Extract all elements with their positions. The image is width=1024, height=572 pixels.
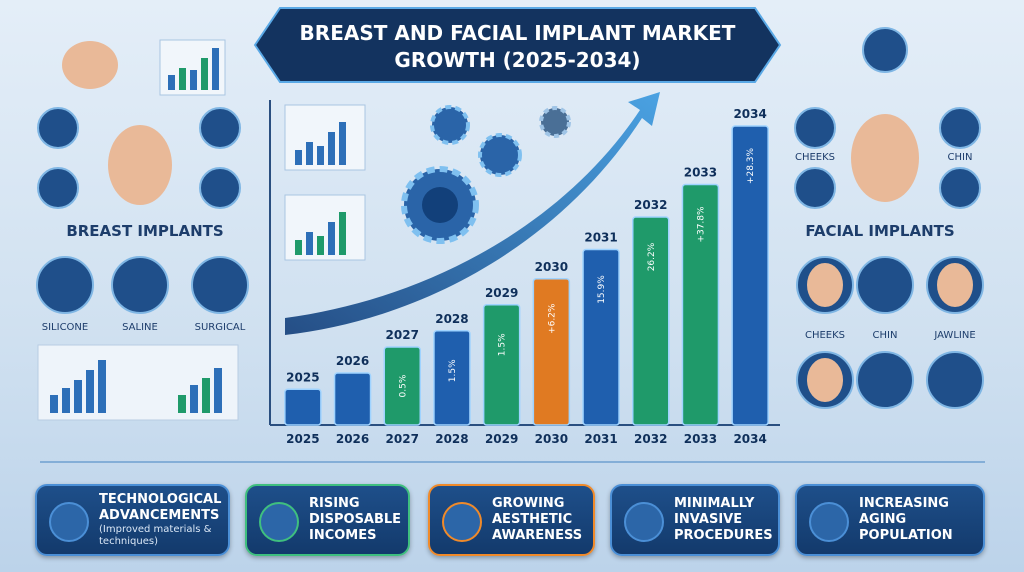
bar-year-label: 2032 [634,198,667,212]
icons [36,27,984,409]
bar [333,372,372,426]
driver-text: MINIMALLY INVASIVE PROCEDURES [674,496,773,544]
faces [62,41,973,402]
bar [632,216,670,426]
bar [731,125,769,426]
bar-note: +28.3% [746,147,756,184]
bar-year-label: 2029 [485,286,518,300]
driver-card: RISING DISPOSABLE INCOMES [245,484,410,556]
driver-title: GROWING AESTHETIC AWARENESS [492,496,583,543]
x-tick-label: 2033 [684,432,717,446]
driver-card: GROWING AESTHETIC AWARENESS [428,484,595,556]
bar [433,330,471,426]
bar-year-label: 2028 [435,312,468,326]
facial-heading: FACIAL IMPLANTS [805,222,955,240]
breast-type: SALINE [122,322,158,333]
bar-year-label: 2034 [733,107,766,121]
breast-type: SURGICAL [194,322,246,333]
driver-title: TECHNOLOGICAL ADVANCEMENTS [99,492,222,523]
x-tick-label: 2027 [386,432,419,446]
bar-note: 1.5% [448,359,458,382]
driver-note: (Improved materials & techniques) [99,524,212,547]
breast-heading: BREAST IMPLANTS [66,222,224,240]
bar-note: 0.5% [398,374,408,397]
bar-note: +6.2% [547,303,557,334]
x-tick-label: 2025 [286,432,319,446]
driver-title: INCREASING AGING POPULATION [859,496,953,543]
driver-title: RISING DISPOSABLE INCOMES [309,496,402,543]
gears [401,105,571,244]
driver-card: TECHNOLOGICAL ADVANCEMENTS (Improved mate… [35,484,230,556]
x-tick-label: 2028 [435,432,468,446]
bar-note: 1.5% [498,333,508,356]
driver-text: TECHNOLOGICAL ADVANCEMENTS (Improved mate… [99,492,221,548]
driver-text: INCREASING AGING POPULATION [859,496,975,544]
facial-type: CHEEKS [794,152,836,163]
bar-note: +37.8% [696,206,706,243]
bar-year-label: 2027 [386,328,419,342]
x-tick-label: 2034 [733,432,766,446]
bar-note: 15.9% [597,275,607,304]
driver-text: RISING DISPOSABLE INCOMES [309,496,401,544]
driver-icon [49,502,89,542]
driver-card: INCREASING AGING POPULATION [795,484,985,556]
bar [532,278,571,426]
driver-card: MINIMALLY INVASIVE PROCEDURES [610,484,780,556]
driver-icon [442,502,482,542]
driver-icon [259,502,299,542]
bar-year-label: 2025 [286,370,319,384]
breast-type: SILICONE [41,322,89,333]
mini-charts [37,39,366,421]
bar [681,183,720,426]
bar-year-label: 2033 [684,166,717,180]
x-tick-label: 2030 [535,432,568,446]
title: BREAST AND FACIAL IMPLANT MARKET GROWTH … [299,21,736,72]
bar-year-label: 2030 [535,260,568,274]
title-banner [253,7,782,83]
bar [582,248,620,426]
x-tick-label: 2032 [634,432,667,446]
bar [482,304,521,426]
bar-year-label: 2031 [584,231,617,245]
x-tick-label: 2031 [584,432,617,446]
facial-type: CHIN [872,330,898,341]
bar [383,346,421,426]
x-tick-label: 2026 [336,432,369,446]
facial-type: CHEEKS [804,330,846,341]
driver-title: MINIMALLY INVASIVE PROCEDURES [674,496,773,543]
driver-icon [809,502,849,542]
facial-type: JAWLINE [934,330,976,341]
x-tick-label: 2029 [485,432,518,446]
facial-type: CHIN [947,152,973,163]
driver-icon [624,502,664,542]
bar-note: 26.2% [647,242,657,271]
bar-year-label: 2026 [336,354,369,368]
bar [284,388,322,426]
driver-text: GROWING AESTHETIC AWARENESS [492,496,585,544]
